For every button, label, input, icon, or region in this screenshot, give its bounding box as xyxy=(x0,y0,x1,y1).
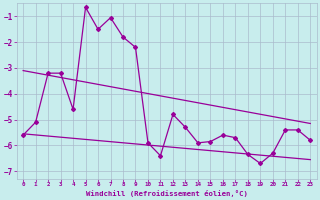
X-axis label: Windchill (Refroidissement éolien,°C): Windchill (Refroidissement éolien,°C) xyxy=(86,190,248,197)
